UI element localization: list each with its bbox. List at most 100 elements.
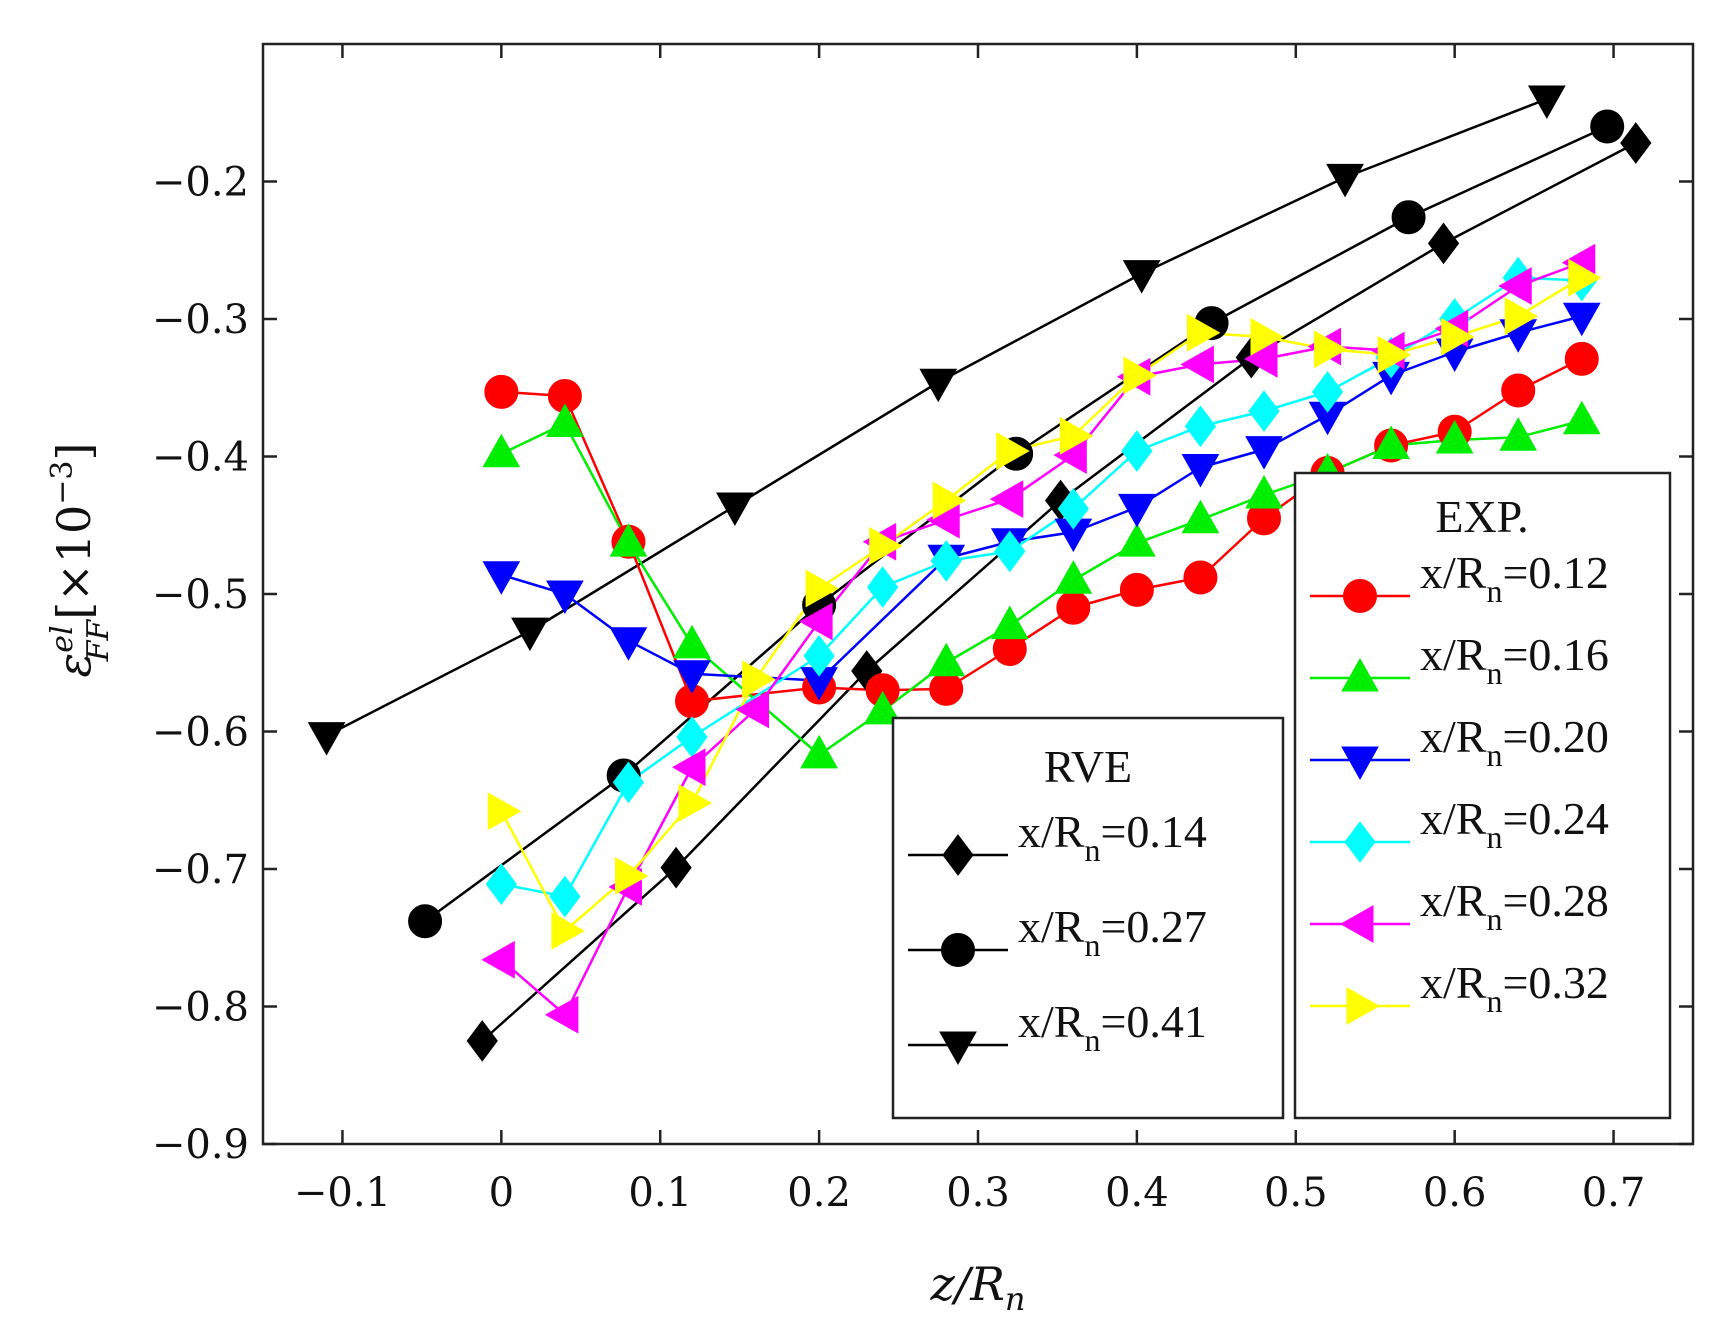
data-point: [609, 523, 648, 557]
legend-marker: [1339, 905, 1374, 943]
legend-entry-label: x/Rn=0.28: [1420, 875, 1609, 937]
x-tick-label: 0.4: [1105, 1170, 1169, 1216]
data-point: [994, 530, 1026, 573]
data-point: [612, 761, 645, 804]
data-point: [1245, 474, 1283, 509]
y-axis-label: εelFF[×10−3]: [45, 443, 116, 678]
legend-marker: [939, 1031, 977, 1066]
data-point: [482, 433, 521, 468]
data-point: [990, 605, 1029, 640]
data-point: [1377, 335, 1412, 374]
y-tick-label: −0.5: [152, 572, 249, 618]
data-point: [1123, 356, 1157, 395]
x-tick-label: 0.2: [787, 1170, 851, 1216]
legend-marker: [942, 834, 974, 876]
data-point: [863, 690, 902, 725]
data-point: [1054, 560, 1093, 594]
data-point: [1435, 419, 1474, 454]
data-point: [1186, 313, 1221, 352]
y-axis-label-sup: el: [45, 625, 80, 652]
y-axis-label-symbol: ε: [47, 653, 101, 678]
data-point: [1248, 390, 1280, 432]
data-point: [1590, 109, 1625, 144]
data-point: [805, 569, 840, 608]
data-point: [1391, 200, 1426, 235]
data-point: [1056, 590, 1091, 625]
legend-rve: RVE x/Rn=0.14 x/Rn=0.27 x/Rn=0.41: [891, 716, 1285, 1120]
data-point: [481, 940, 515, 979]
data-point: [1184, 405, 1217, 448]
data-point: [800, 734, 838, 769]
data-point: [551, 912, 585, 950]
legend-entry-label: x/Rn=0.12: [1420, 547, 1609, 609]
data-point: [1250, 318, 1285, 356]
data-point: [799, 602, 833, 641]
data-point: [1059, 417, 1094, 455]
y-tick-label: −0.2: [152, 160, 249, 206]
data-point: [482, 561, 521, 595]
data-point: [932, 481, 967, 520]
legend-marker: [941, 933, 975, 967]
y-axis-label-unit: [×10: [47, 505, 101, 620]
legend-entry-label: x/Rn=0.16: [1420, 629, 1609, 691]
data-point: [549, 875, 581, 918]
data-point: [1245, 436, 1283, 470]
legend-exp-title: EXP.: [1435, 491, 1528, 542]
legend-entry-label: x/Rn=0.41: [1018, 996, 1207, 1058]
x-tick-label: 0.6: [1423, 1170, 1487, 1216]
legend-marker: [1343, 579, 1377, 613]
data-point: [484, 374, 519, 409]
data-point: [803, 635, 835, 677]
data-point: [1118, 523, 1156, 557]
data-point: [1121, 430, 1153, 472]
data-point: [609, 627, 648, 661]
data-point: [1181, 499, 1220, 534]
x-axis-label-sub: n: [1005, 1280, 1026, 1318]
data-point: [989, 480, 1024, 518]
y-tick-label: −0.4: [152, 435, 249, 481]
data-point: [1427, 222, 1460, 265]
data-point: [716, 492, 754, 527]
y-tick-label: −0.8: [152, 985, 249, 1031]
data-point: [1183, 560, 1218, 595]
y-tick-label: −0.9: [152, 1122, 249, 1168]
data-point: [919, 368, 958, 403]
x-tick-label: 0.3: [946, 1170, 1010, 1216]
data-point: [1498, 267, 1532, 305]
data-point: [1568, 258, 1602, 297]
y-axis-label-unit-close: ]: [47, 443, 101, 461]
data-point: [927, 642, 966, 677]
y-tick-label: −0.6: [152, 710, 249, 756]
data-point: [867, 566, 899, 608]
x-tick-label: −0.1: [294, 1170, 391, 1216]
data-point: [930, 540, 962, 582]
data-point: [1122, 260, 1161, 294]
data-point: [1311, 371, 1344, 413]
data-point: [996, 432, 1030, 470]
data-point: [1620, 122, 1652, 164]
data-point: [544, 995, 579, 1034]
data-point: [1326, 163, 1364, 198]
legend-marker: [1344, 821, 1376, 863]
data-point: [1180, 345, 1214, 384]
legend-marker: [1341, 746, 1379, 781]
data-point: [1181, 454, 1220, 488]
legend-entry-label: x/Rn=0.24: [1420, 793, 1609, 855]
data-point: [1118, 493, 1156, 528]
data-point: [671, 748, 706, 787]
data-point: [1499, 417, 1538, 451]
x-axis-label-main: z/R: [930, 1257, 1005, 1311]
data-point: [1243, 340, 1278, 378]
data-point: [673, 660, 711, 694]
data-point: [546, 580, 584, 615]
legend-marker: [1346, 987, 1381, 1025]
data-point: [1501, 373, 1536, 408]
data-point: [546, 403, 584, 437]
y-axis-label-sub: FF: [81, 619, 116, 663]
legend-entry-label: x/Rn=0.32: [1420, 957, 1609, 1019]
data-point: [1562, 400, 1601, 435]
plot-markers: [307, 85, 1652, 1062]
data-point: [869, 527, 903, 565]
legend-marker: [1341, 657, 1379, 692]
